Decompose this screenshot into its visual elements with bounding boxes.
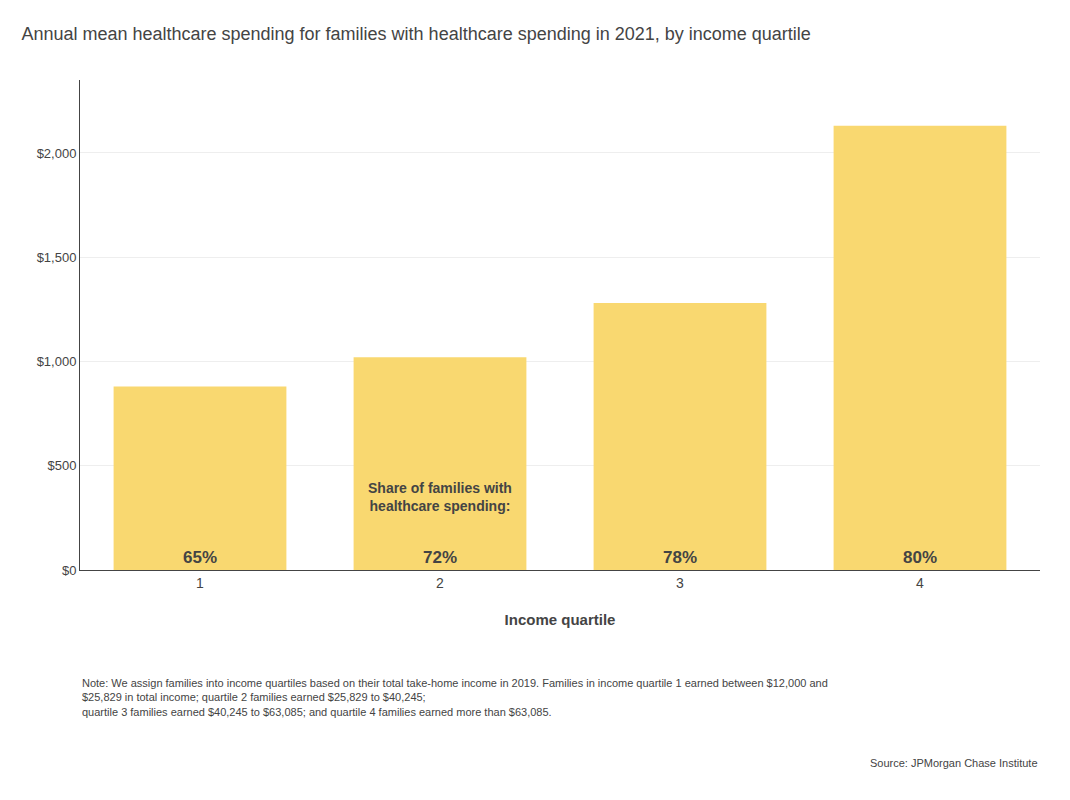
svg-text:Note: We assign families into: Note: We assign families into income qua… xyxy=(82,677,828,718)
svg-text:80%: 80% xyxy=(903,548,937,567)
svg-text:Share of families withhealthca: Share of families withhealthcare spendin… xyxy=(368,480,512,514)
svg-text:$1,500: $1,500 xyxy=(37,250,77,265)
svg-text:$500: $500 xyxy=(47,458,76,473)
svg-text:Income quartile: Income quartile xyxy=(505,611,616,628)
svg-text:4: 4 xyxy=(916,575,924,591)
svg-text:78%: 78% xyxy=(663,548,697,567)
svg-text:$1,000: $1,000 xyxy=(37,354,77,369)
svg-text:2: 2 xyxy=(436,575,444,591)
svg-text:$2,000: $2,000 xyxy=(37,146,77,161)
svg-text:1: 1 xyxy=(196,575,204,591)
svg-text:72%: 72% xyxy=(423,548,457,567)
svg-text:Annual mean healthcare spendin: Annual mean healthcare spending for fami… xyxy=(21,24,811,44)
svg-text:$0: $0 xyxy=(62,563,76,578)
svg-text:3: 3 xyxy=(676,575,684,591)
svg-text:65%: 65% xyxy=(183,548,217,567)
svg-text:Source: JPMorgan Chase Institu: Source: JPMorgan Chase Institute xyxy=(870,757,1038,769)
